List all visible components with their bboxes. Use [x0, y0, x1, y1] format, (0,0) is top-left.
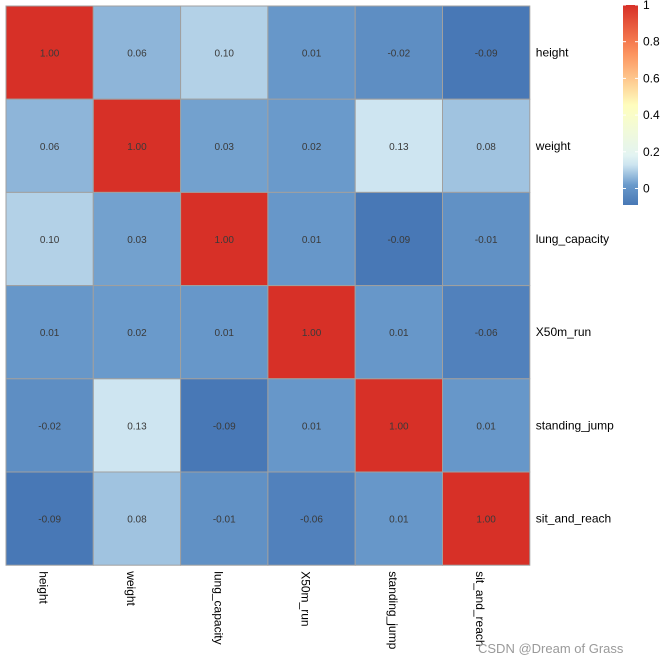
cell-value-label: -0.01	[475, 235, 498, 246]
cell-value-label: -0.01	[213, 515, 236, 526]
cell-value-label: 1.00	[40, 49, 60, 60]
cell-value-label: -0.02	[38, 421, 61, 432]
heatmap-cell-weight-weight	[92, 98, 182, 193]
heatmap-cell-sit_and_reach-height	[5, 471, 94, 566]
watermark-text: CSDN @Dream of Grass	[478, 641, 624, 656]
heatmap-cell-X50m_run-sit_and_reach	[442, 285, 531, 380]
column-label-weight: weight	[124, 570, 138, 606]
cell-value-label: 0.08	[127, 515, 147, 526]
heatmap-cell-weight-X50m_run	[267, 98, 356, 193]
heatmap-cell-lung_capacity-X50m_run	[267, 191, 356, 287]
legend-tick-label: 0.8	[643, 35, 660, 49]
cell-value-label: 0.10	[40, 235, 60, 246]
row-labels: height weight lung_capacity X50m_runstandin…	[535, 46, 614, 526]
heatmap-cell-standing_jump-lung_capacity	[180, 378, 269, 473]
cell-value-label: 0.01	[476, 421, 496, 432]
heatmap-cell-height-sit_and_reach	[442, 5, 531, 100]
row-label-lung_capacity: lung_capacity	[536, 232, 609, 246]
row-label-sit_and_reach: sit_and_reach	[536, 512, 611, 526]
cell-value-label: 0.10	[215, 49, 235, 60]
cell-value-label: 0.06	[40, 142, 60, 153]
column-label-X50m_run: X50m_run	[299, 571, 313, 626]
heatmap-cells	[5, 5, 531, 566]
heatmap-cell-X50m_run-weight	[92, 285, 182, 380]
heatmap-cell-standing_jump-height	[5, 378, 94, 473]
heatmap-cell-standing_jump-sit_and_reach	[442, 378, 531, 473]
heatmap-cell-height-X50m_run	[267, 5, 356, 100]
cell-value-label: 0.02	[127, 328, 147, 339]
heatmap-cell-height-lung_capacity	[180, 5, 269, 100]
cell-value-label: -0.09	[38, 515, 61, 526]
legend-tick-label: 0.4	[643, 108, 660, 122]
heatmap-cell-sit_and_reach-sit_and_reach	[442, 471, 531, 566]
column-label-height: height	[37, 571, 51, 604]
cell-value-label: 0.13	[389, 142, 409, 153]
column-label-sit_and_reach: sit_and_reach	[473, 571, 487, 646]
cell-value-label: 0.03	[215, 142, 235, 153]
column-labels: height weight lung_capacity X50m_run standin…	[37, 570, 487, 649]
cell-value-label: 0.06	[127, 49, 147, 60]
row-label-X50m_run: X50m_run	[536, 325, 591, 339]
cell-value-label: -0.06	[475, 328, 498, 339]
column-label-standing_jump: standing_jump	[386, 571, 400, 649]
heatmap-cell-standing_jump-standing_jump	[354, 378, 444, 473]
cell-value-label: 0.08	[476, 142, 496, 153]
heatmap-cell-X50m_run-standing_jump	[354, 285, 444, 380]
cell-value-label: 1.00	[389, 421, 409, 432]
heatmap-cell-height-weight	[92, 5, 182, 100]
heatmap-cell-lung_capacity-height	[5, 191, 94, 287]
cell-value-label: 1.00	[127, 142, 147, 153]
heatmap-cell-height-height	[5, 5, 94, 100]
heatmap-cell-weight-sit_and_reach	[442, 98, 531, 193]
heatmap-cell-X50m_run-X50m_run	[267, 285, 356, 380]
heatmap-cell-sit_and_reach-standing_jump	[354, 471, 444, 566]
cell-value-label: 1.00	[476, 515, 496, 526]
row-label-standing_jump: standing_jump	[536, 418, 614, 432]
legend-tick-label: 0	[643, 181, 650, 195]
heatmap-cell-lung_capacity-weight	[92, 191, 182, 287]
heatmap-cell-X50m_run-height	[5, 285, 94, 380]
heatmap-cell-height-standing_jump	[354, 5, 444, 100]
color-legend: 0 0.2 0.4 0.6 0.8 1	[623, 0, 660, 205]
cell-value-label: 0.01	[40, 328, 60, 339]
cell-value-label: 0.01	[302, 49, 322, 60]
cell-value-label: -0.09	[475, 49, 498, 60]
legend-ticks: 0 0.2 0.4 0.6 0.8 1	[623, 0, 660, 195]
cell-value-label: 0.03	[127, 235, 147, 246]
heatmap-cell-sit_and_reach-X50m_run	[267, 471, 356, 566]
cell-value-label: -0.09	[387, 235, 410, 246]
cell-value-label: 1.00	[302, 328, 322, 339]
cell-value-label: 0.01	[302, 421, 322, 432]
row-label-height: height	[536, 46, 569, 60]
cell-value-label: 0.01	[302, 235, 322, 246]
cell-value-label: 0.01	[389, 328, 409, 339]
cell-value-label: 0.01	[215, 328, 235, 339]
cell-value-label: -0.09	[213, 421, 236, 432]
cell-value-label: -0.02	[387, 49, 410, 60]
heatmap-cell-X50m_run-lung_capacity	[180, 285, 269, 380]
legend-tick-label: 0.6	[643, 71, 660, 85]
cell-value-label: 0.02	[302, 142, 322, 153]
cell-value-label: 1.00	[215, 235, 235, 246]
heatmap-cell-lung_capacity-standing_jump	[354, 191, 444, 287]
cell-value-label: -0.06	[300, 515, 323, 526]
legend-color-bar	[623, 5, 638, 205]
legend-tick-label: 0.2	[643, 145, 660, 159]
heatmap-cell-standing_jump-X50m_run	[267, 378, 356, 473]
legend-tick-label: 1	[643, 0, 650, 12]
cell-value-label: 0.01	[389, 515, 409, 526]
heatmap-cell-lung_capacity-sit_and_reach	[442, 191, 531, 287]
row-label-weight: weight	[535, 139, 571, 153]
heatmap-cell-lung_capacity-lung_capacity	[180, 191, 269, 287]
column-label-lung_capacity: lung_capacity	[211, 571, 225, 644]
heatmap-value-labels: 1.00 0.06 0.10 0.01 -0.02 -0.09 0.06 1.00 0.03 0.…	[38, 49, 498, 526]
cell-value-label: 0.13	[127, 421, 147, 432]
